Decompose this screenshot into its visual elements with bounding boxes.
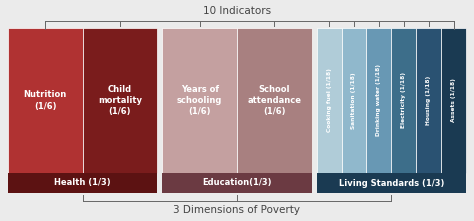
Text: Health (1/3): Health (1/3)	[55, 179, 111, 187]
Bar	[162, 28, 237, 173]
Bar	[366, 28, 392, 173]
Bar	[82, 28, 157, 173]
Text: Drinking water (1/18): Drinking water (1/18)	[376, 65, 382, 137]
Bar	[317, 173, 466, 193]
Text: Living Standards (1/3): Living Standards (1/3)	[338, 179, 444, 187]
Text: School
attendance
(1/6): School attendance (1/6)	[247, 85, 301, 116]
Text: Nutrition
(1/6): Nutrition (1/6)	[24, 90, 67, 110]
Text: Sanitation (1/18): Sanitation (1/18)	[352, 72, 356, 129]
Text: Assets (1/18): Assets (1/18)	[451, 78, 456, 122]
Bar	[416, 28, 441, 173]
Bar	[342, 28, 366, 173]
Text: Cooking fuel (1/18): Cooking fuel (1/18)	[327, 69, 332, 132]
Bar	[441, 28, 466, 173]
Text: Housing (1/18): Housing (1/18)	[426, 76, 431, 125]
Text: Years of
schooling
(1/6): Years of schooling (1/6)	[177, 85, 222, 116]
Text: Child
mortality
(1/6): Child mortality (1/6)	[98, 85, 142, 116]
Text: 10 Indicators: 10 Indicators	[203, 6, 271, 16]
Bar	[237, 28, 312, 173]
Bar	[8, 28, 82, 173]
Text: 3 Dimensions of Poverty: 3 Dimensions of Poverty	[173, 205, 301, 215]
Bar	[162, 173, 312, 193]
Bar	[317, 28, 342, 173]
Text: Electricity (1/18): Electricity (1/18)	[401, 72, 406, 128]
Bar	[8, 173, 157, 193]
Bar	[392, 28, 416, 173]
Text: Education(1/3): Education(1/3)	[202, 179, 272, 187]
